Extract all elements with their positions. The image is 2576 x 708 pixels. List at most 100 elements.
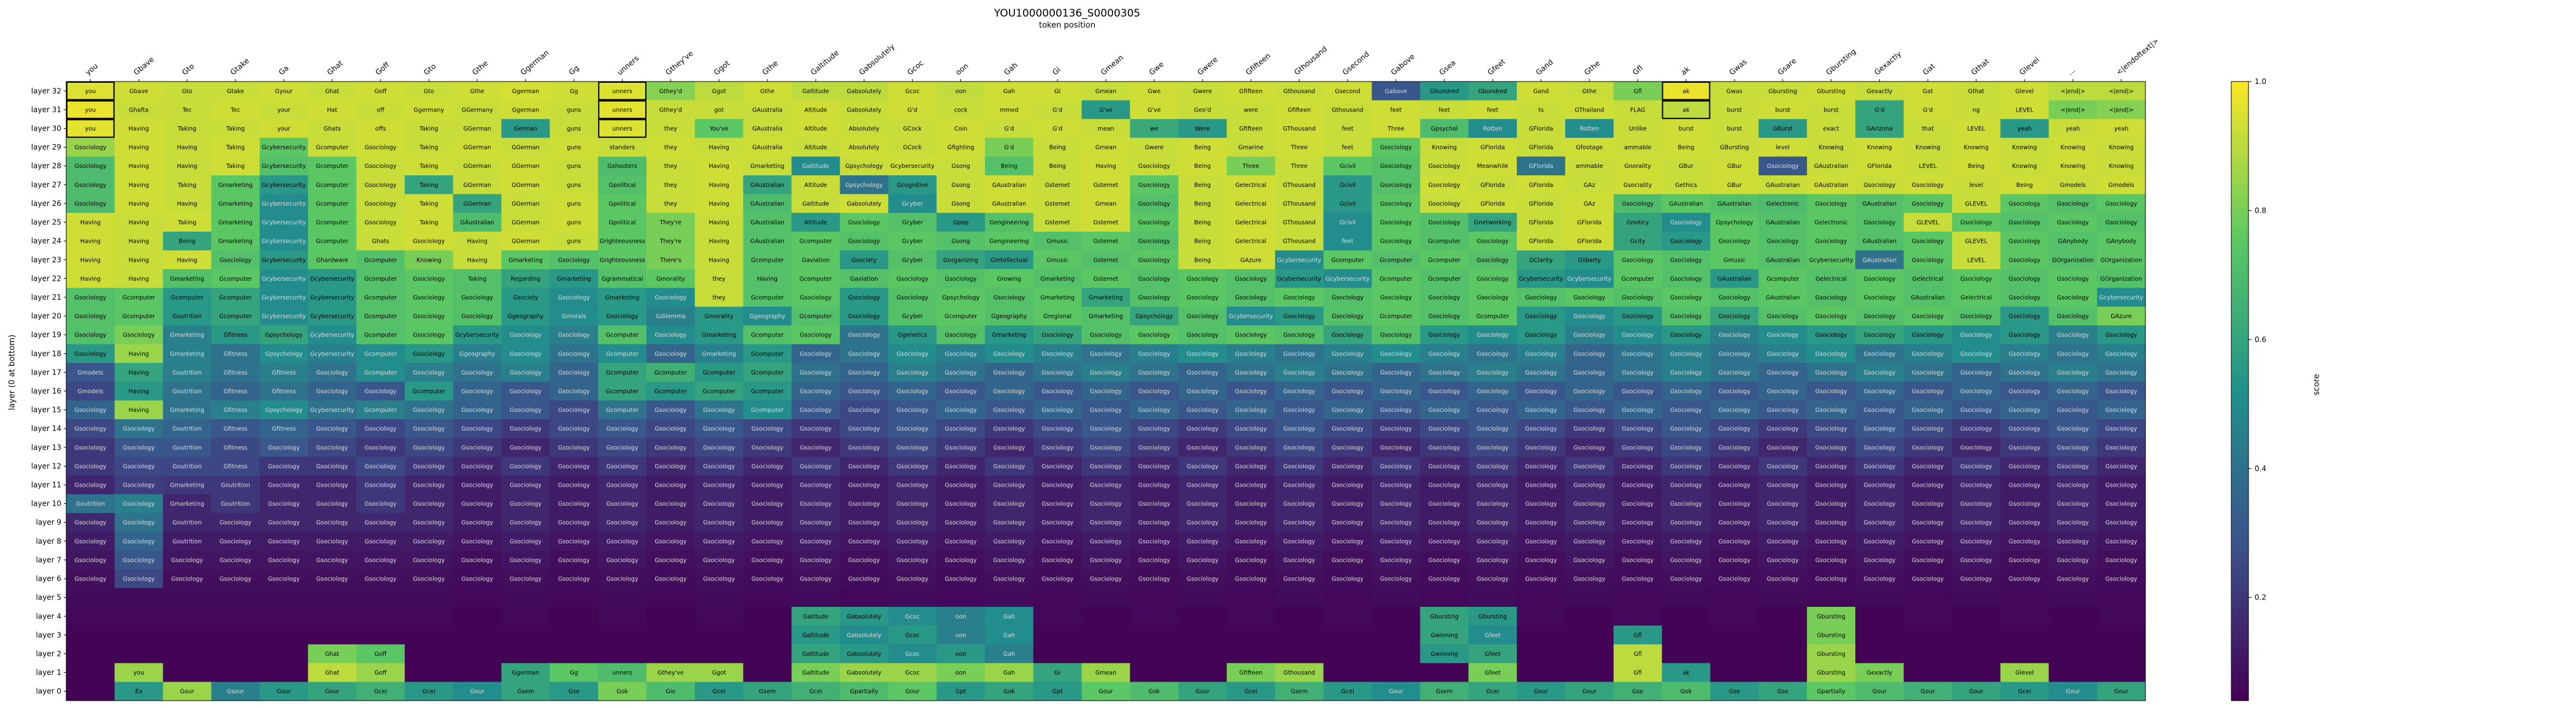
heatmap-cell bbox=[694, 569, 744, 588]
heatmap-cell bbox=[1758, 175, 1807, 195]
cell-label: Ghat bbox=[325, 651, 339, 658]
cell-label: GAustralian bbox=[750, 219, 784, 226]
heatmap-cell bbox=[888, 100, 937, 120]
heatmap-cell bbox=[1081, 550, 1130, 570]
heatmap-cell bbox=[1952, 344, 2001, 364]
cell-label: Gsociology bbox=[2009, 444, 2041, 451]
cell-label: you bbox=[134, 670, 144, 677]
heatmap-cell bbox=[1371, 606, 1420, 626]
cell-label: Gsociology bbox=[848, 294, 880, 301]
heatmap-cell bbox=[937, 400, 986, 420]
heatmap-cell bbox=[598, 588, 647, 607]
cell-label: Gsong bbox=[951, 200, 970, 207]
heatmap-cell bbox=[2000, 494, 2049, 514]
heatmap-cell bbox=[888, 682, 937, 701]
heatmap-cell bbox=[1952, 100, 2001, 120]
heatmap-cell bbox=[646, 682, 696, 701]
heatmap-cell bbox=[1710, 344, 1759, 364]
cell-label: Knowing bbox=[1432, 145, 1457, 151]
heatmap-cell bbox=[984, 250, 1034, 270]
heatmap-cell bbox=[646, 231, 696, 251]
heatmap-cell bbox=[163, 119, 212, 139]
heatmap-cell bbox=[1323, 400, 1373, 420]
cell-label: Gsociology bbox=[655, 520, 687, 527]
heatmap-cell bbox=[2049, 531, 2098, 551]
heatmap-cell bbox=[404, 306, 454, 326]
cell-label: Gsociology bbox=[1380, 501, 1412, 508]
heatmap-cell bbox=[259, 457, 309, 476]
cell-label: Gexactly bbox=[1867, 88, 1893, 95]
heatmap-cell bbox=[356, 250, 405, 270]
heatmap-cell bbox=[598, 100, 647, 120]
cell-label: Gthat bbox=[1968, 88, 1985, 95]
cell-label: Gsociology bbox=[364, 182, 396, 189]
heatmap-cell bbox=[646, 419, 696, 439]
heatmap-cell bbox=[114, 381, 164, 401]
heatmap-cell bbox=[1807, 100, 1856, 120]
heatmap-cell bbox=[453, 175, 502, 195]
heatmap-cell bbox=[1033, 512, 1083, 533]
cell-label: Gsociology bbox=[413, 576, 445, 583]
cell-label: Gcomputer bbox=[219, 276, 251, 283]
heatmap-cell bbox=[550, 250, 599, 270]
heatmap-cell bbox=[1420, 644, 1469, 664]
heatmap-cell bbox=[1033, 644, 1083, 664]
heatmap-cell bbox=[1952, 438, 2001, 457]
cell-label: Gsociology bbox=[1960, 407, 1992, 414]
cell-label: Gsociology bbox=[413, 351, 445, 357]
cell-label: Gmorals bbox=[562, 313, 586, 320]
heatmap-cell bbox=[2000, 419, 2049, 439]
cell-label: Gsociology bbox=[751, 538, 783, 545]
cell-label: Gsociology bbox=[1138, 332, 1170, 339]
heatmap-cell bbox=[1807, 381, 1856, 401]
cell-label: Gsociology bbox=[2057, 219, 2089, 226]
heatmap-cell bbox=[356, 663, 405, 682]
heatmap-cell bbox=[550, 231, 599, 251]
heatmap-cell bbox=[1468, 119, 1517, 139]
heatmap-cell bbox=[2000, 457, 2049, 476]
cell-label: Gsociology bbox=[1477, 238, 1509, 245]
cell-label: Gexactly bbox=[1867, 670, 1893, 677]
heatmap-cell bbox=[2097, 231, 2146, 251]
heatmap-cell bbox=[1323, 381, 1373, 401]
heatmap-cell bbox=[646, 663, 696, 682]
heatmap-cell bbox=[550, 100, 599, 120]
heatmap-cell bbox=[1081, 588, 1130, 607]
heatmap-cell bbox=[888, 82, 937, 101]
cell-label: Gsociology bbox=[1960, 501, 1992, 508]
heatmap-cell bbox=[2097, 419, 2146, 439]
heatmap-cell bbox=[1323, 475, 1373, 495]
heatmap-cell bbox=[211, 269, 260, 289]
cell-label: Gelectrical bbox=[1235, 182, 1267, 189]
cell-label: Gfeet bbox=[1485, 651, 1501, 658]
heatmap-cell bbox=[743, 344, 792, 364]
cell-label: Gsecond bbox=[1335, 88, 1360, 95]
cell-label: Gsociology bbox=[1235, 444, 1267, 451]
cell-label: Gcybersecurity bbox=[1229, 313, 1273, 320]
heatmap-cell bbox=[694, 438, 744, 457]
cell-label: Gsociology bbox=[1525, 520, 1557, 527]
heatmap-cell bbox=[840, 325, 889, 344]
cell-label: Gsociology bbox=[316, 576, 348, 583]
cell-label: Gour bbox=[277, 688, 291, 695]
heatmap-cell bbox=[840, 475, 889, 495]
heatmap-cell bbox=[1662, 606, 1711, 626]
heatmap-cell bbox=[211, 213, 260, 232]
heatmap-cell bbox=[1952, 381, 2001, 401]
heatmap-cell bbox=[937, 213, 986, 232]
heatmap-cell bbox=[2000, 550, 2049, 570]
heatmap-cell bbox=[114, 644, 164, 664]
heatmap-cell bbox=[66, 625, 115, 645]
cell-label: Gsociology bbox=[751, 557, 783, 564]
cell-label: ng bbox=[1972, 107, 1980, 113]
heatmap-cell bbox=[1178, 287, 1227, 307]
y-tick-label: layer 1 bbox=[36, 668, 61, 677]
heatmap-cell bbox=[501, 82, 550, 101]
cell-label: Gwinning bbox=[1431, 651, 1459, 658]
cell-label: Gsociology bbox=[461, 370, 493, 376]
heatmap-cell bbox=[1710, 550, 1759, 570]
heatmap-cell bbox=[840, 82, 889, 101]
heatmap-cell bbox=[1081, 269, 1130, 289]
cell-label: Gsociology bbox=[1670, 482, 1702, 489]
cell-label: Gsociology bbox=[1573, 294, 1605, 301]
